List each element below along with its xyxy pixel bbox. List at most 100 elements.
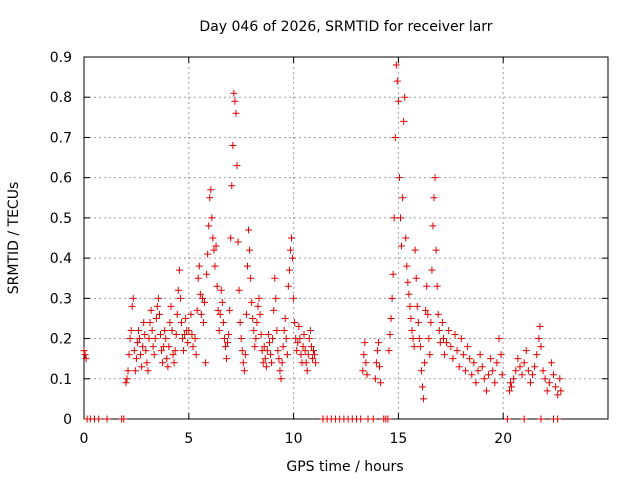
- data-point: [219, 318, 227, 326]
- data-point: [410, 343, 418, 351]
- y-tick-label: 0.5: [50, 211, 72, 227]
- data-point: [545, 379, 553, 387]
- data-point: [393, 77, 401, 85]
- data-point: [260, 343, 268, 351]
- y-axis-label: SRMTID / TECUs: [6, 182, 22, 295]
- data-point: [273, 327, 281, 335]
- data-point: [396, 214, 404, 222]
- data-point: [489, 367, 497, 375]
- data-point: [416, 343, 424, 351]
- data-point: [158, 347, 166, 355]
- data-point: [547, 359, 555, 367]
- y-tick-label: 0.8: [50, 90, 72, 106]
- data-point: [428, 266, 436, 274]
- data-point: [257, 331, 265, 339]
- data-point: [247, 274, 255, 282]
- data-point: [357, 415, 365, 423]
- data-point: [300, 331, 308, 339]
- data-point: [394, 97, 402, 105]
- data-point: [196, 290, 204, 298]
- data-point: [307, 343, 315, 351]
- data-point: [195, 262, 203, 270]
- data-point: [80, 347, 88, 355]
- data-point: [249, 314, 257, 322]
- data-point: [311, 351, 319, 359]
- y-tick-label: 0.7: [50, 130, 72, 146]
- data-point: [251, 343, 259, 351]
- data-point: [485, 371, 493, 379]
- data-point: [143, 359, 151, 367]
- data-point: [286, 246, 294, 254]
- data-point: [157, 331, 165, 339]
- data-point: [421, 359, 429, 367]
- data-point: [181, 331, 189, 339]
- data-point: [242, 310, 250, 318]
- data-point: [466, 355, 474, 363]
- data-point: [491, 379, 499, 387]
- data-point: [399, 194, 407, 202]
- data-point: [288, 234, 296, 242]
- data-point: [497, 351, 505, 359]
- data-point: [225, 331, 233, 339]
- data-point: [227, 234, 235, 242]
- data-point: [276, 367, 284, 375]
- data-point: [392, 61, 400, 69]
- data-point: [122, 379, 130, 387]
- data-point: [103, 415, 111, 423]
- data-point: [438, 318, 446, 326]
- data-point: [376, 363, 384, 371]
- data-point: [136, 335, 144, 343]
- data-point: [412, 274, 420, 282]
- data-point: [482, 387, 490, 395]
- y-tick-label: 0.2: [50, 332, 72, 348]
- data-point: [363, 371, 371, 379]
- data-point: [283, 351, 291, 359]
- data-point: [550, 371, 558, 379]
- data-point: [535, 335, 543, 343]
- data-point: [246, 246, 254, 254]
- data-point: [449, 355, 457, 363]
- data-point: [231, 97, 239, 105]
- x-axis-label: GPS time / hours: [286, 459, 403, 475]
- data-point: [436, 339, 444, 347]
- data-point: [235, 286, 243, 294]
- data-point: [211, 262, 219, 270]
- data-point: [217, 286, 225, 294]
- data-point: [275, 355, 283, 363]
- data-point: [149, 343, 157, 351]
- data-point: [455, 363, 463, 371]
- data-point: [259, 359, 267, 367]
- y-tick-label: 0.4: [50, 251, 72, 267]
- data-point: [188, 331, 196, 339]
- data-point: [128, 302, 136, 310]
- data-point: [306, 327, 314, 335]
- data-point: [295, 322, 303, 330]
- data-point: [233, 162, 241, 170]
- data-point: [145, 335, 153, 343]
- data-point: [495, 335, 503, 343]
- data-point: [371, 375, 379, 383]
- data-point: [172, 331, 180, 339]
- data-point: [541, 375, 549, 383]
- data-point: [374, 339, 382, 347]
- data-point: [431, 174, 439, 182]
- data-point: [197, 310, 205, 318]
- data-point: [95, 415, 103, 423]
- data-point: [206, 194, 214, 202]
- data-point: [405, 290, 413, 298]
- data-point: [241, 351, 249, 359]
- data-point: [139, 343, 147, 351]
- data-point: [261, 355, 269, 363]
- data-point: [267, 351, 275, 359]
- data-point: [180, 347, 188, 355]
- data-point: [223, 355, 231, 363]
- data-point: [516, 363, 524, 371]
- data-point: [209, 234, 217, 242]
- data-point: [255, 294, 263, 302]
- data-point: [226, 306, 234, 314]
- data-point: [277, 375, 285, 383]
- data-point: [126, 335, 134, 343]
- data-point: [443, 339, 451, 347]
- data-point: [155, 310, 163, 318]
- data-point: [522, 347, 530, 355]
